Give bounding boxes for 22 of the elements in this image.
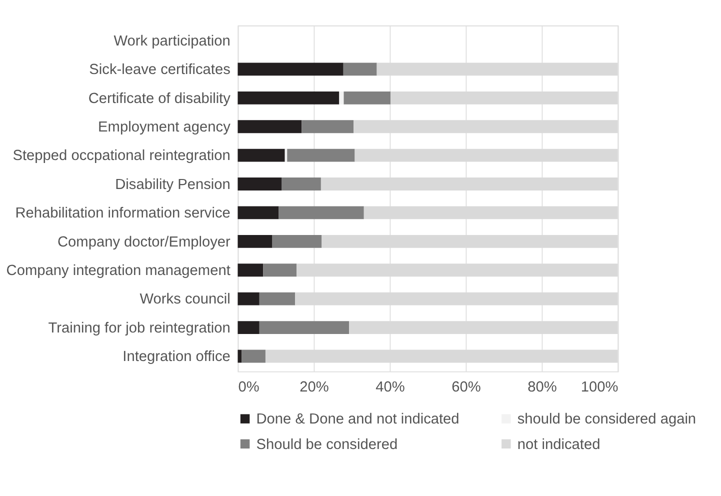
y-tick-label: Company doctor/Employer: [57, 234, 231, 250]
y-tick-label: Company integration management: [6, 263, 230, 280]
y-tick-label: Certificate of disability: [88, 90, 232, 107]
x-tick-label: 100%: [580, 379, 618, 396]
y-tick-label: Stepped occpational reintegration: [12, 148, 230, 164]
legend-label: not indicated: [517, 436, 600, 453]
x-tick-label: 80%: [528, 379, 557, 396]
y-tick-label: Work participation: [114, 33, 230, 50]
y-tick-label: Disability Pension: [115, 176, 230, 193]
y-tick-label: Employment agency: [98, 119, 232, 136]
x-tick-label: 40%: [376, 379, 405, 396]
x-tick-label: 20%: [300, 379, 329, 396]
y-tick-label: Sick-leave certificates: [89, 62, 230, 78]
legend-label: Done & Done and not indicated: [256, 412, 460, 428]
y-tick-label: Rehabilitation information service: [15, 206, 230, 222]
x-tick-label: 0%: [238, 379, 260, 396]
y-tick-label: Integration office: [122, 349, 230, 366]
y-tick-label: Training for job reintegration: [48, 320, 230, 336]
legend-label: should be considered again: [517, 412, 696, 428]
y-tick-label: Works council: [140, 292, 230, 308]
legend-label: Should be considered: [256, 436, 398, 453]
x-tick-label: 60%: [452, 379, 481, 396]
